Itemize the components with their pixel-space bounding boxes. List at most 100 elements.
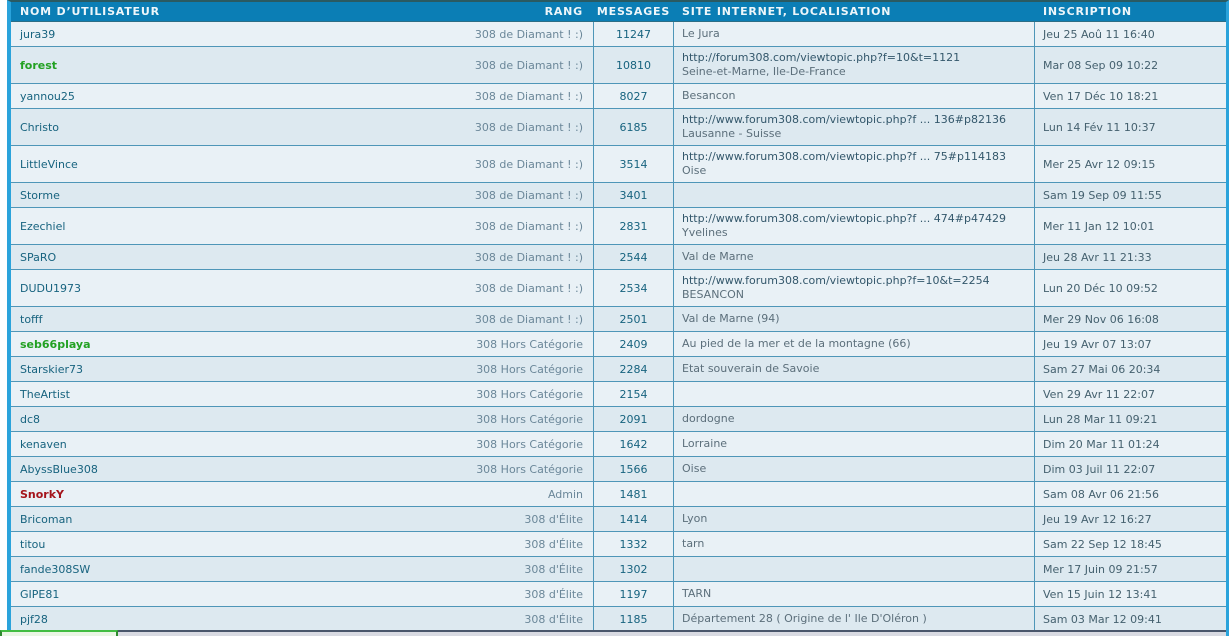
website-link[interactable]: http://forum308.com/viewtopic.php?f=10&t… — [682, 51, 961, 64]
username-link[interactable]: tofff — [20, 312, 43, 326]
username-link[interactable]: forest — [20, 58, 58, 72]
username-link[interactable]: SnorkY — [20, 487, 65, 501]
username-link[interactable]: LittleVince — [20, 157, 78, 171]
cell-inscription: Sam 03 Mar 12 09:41 — [1035, 607, 1226, 631]
cell-messages: 1414 — [593, 507, 674, 531]
header-messages-label[interactable]: MESSAGES — [596, 5, 671, 18]
location-label: Le Jura — [682, 27, 720, 40]
message-count-link[interactable]: 2831 — [619, 219, 648, 233]
message-count-link[interactable]: 2501 — [619, 312, 648, 326]
website-link[interactable]: http://www.forum308.com/viewtopic.php?f=… — [682, 274, 990, 287]
cell-messages: 1481 — [593, 482, 674, 506]
member-row: yannou25 308 de Diamant ! :) 8027 Besanc… — [11, 84, 1226, 109]
message-count-link[interactable]: 11247 — [616, 27, 651, 41]
username-link[interactable]: Starskier73 — [20, 362, 84, 376]
username-link[interactable]: DUDU1973 — [20, 281, 82, 295]
message-count-link[interactable]: 2534 — [619, 281, 648, 295]
website-link[interactable]: http://www.forum308.com/viewtopic.php?f … — [682, 113, 1006, 126]
message-count-link[interactable]: 8027 — [619, 89, 648, 103]
location-label: Oise — [682, 164, 707, 177]
website-link[interactable]: http://www.forum308.com/viewtopic.php?f … — [682, 212, 1006, 225]
message-count-link[interactable]: 3514 — [619, 157, 648, 171]
cell-site-location — [674, 183, 1035, 207]
location-label: Seine-et-Marne, Ile-De-France — [682, 65, 846, 78]
message-count-link[interactable]: 2091 — [619, 412, 648, 426]
message-count-link[interactable]: 6185 — [619, 120, 648, 134]
website-link[interactable]: http://www.forum308.com/viewtopic.php?f … — [682, 150, 1006, 163]
registration-date: Dim 20 Mar 11 01:24 — [1043, 437, 1160, 451]
registration-date: Mer 17 Juin 09 21:57 — [1043, 562, 1158, 576]
message-count-link[interactable]: 2544 — [619, 250, 648, 264]
username-link[interactable]: yannou25 — [20, 89, 75, 103]
cell-site-location: Lorraine — [674, 432, 1035, 456]
cell-username-rank: forest 308 de Diamant ! :) — [11, 47, 593, 83]
message-count-link[interactable]: 1642 — [619, 437, 648, 451]
message-count-link[interactable]: 3401 — [619, 188, 648, 202]
registration-date: Mer 25 Avr 12 09:15 — [1043, 157, 1156, 171]
username-link[interactable]: seb66playa — [20, 337, 91, 351]
username-link[interactable]: dc8 — [20, 412, 41, 426]
rank-label: 308 de Diamant ! :) — [474, 27, 583, 41]
username-link[interactable]: Ezechiel — [20, 219, 66, 233]
cell-inscription: Mer 17 Juin 09 21:57 — [1035, 557, 1226, 581]
message-count-link[interactable]: 1566 — [619, 462, 648, 476]
cell-inscription: Jeu 19 Avr 07 13:07 — [1035, 332, 1226, 356]
message-count-link[interactable]: 1302 — [619, 562, 648, 576]
cell-messages: 1302 — [593, 557, 674, 581]
message-count-link[interactable]: 1185 — [619, 612, 648, 626]
header-username-label[interactable]: NOM D’UTILISATEUR — [20, 5, 160, 18]
username-link[interactable]: kenaven — [20, 437, 67, 451]
cell-messages: 6185 — [593, 109, 674, 145]
message-count-link[interactable]: 1197 — [619, 587, 648, 601]
username-link[interactable]: AbyssBlue308 — [20, 462, 98, 476]
cell-messages: 3514 — [593, 146, 674, 182]
registration-date: Sam 08 Avr 06 21:56 — [1043, 487, 1160, 501]
cell-site-location — [674, 482, 1035, 506]
message-count-link[interactable]: 1332 — [619, 537, 648, 551]
rank-label: 308 de Diamant ! :) — [474, 219, 583, 233]
header-site-label[interactable]: SITE INTERNET, LOCALISATION — [682, 5, 892, 18]
header-rank-label[interactable]: RANG — [544, 5, 583, 18]
cell-site-location: http://www.forum308.com/viewtopic.php?f … — [674, 109, 1035, 145]
header-inscription-label[interactable]: INSCRIPTION — [1043, 5, 1132, 18]
username-link[interactable]: fande308SW — [20, 562, 91, 576]
cell-username-rank: pjf28 308 d'Élite — [11, 607, 593, 631]
username-link[interactable]: jura39 — [20, 27, 56, 41]
username-link[interactable]: GIPE81 — [20, 587, 60, 601]
cell-inscription: Mer 11 Jan 12 10:01 — [1035, 208, 1226, 244]
rank-label: 308 de Diamant ! :) — [474, 58, 583, 72]
cell-inscription: Ven 17 Déc 10 18:21 — [1035, 84, 1226, 108]
member-row: dc8 308 Hors Catégorie 2091 dordogne Lun… — [11, 407, 1226, 432]
message-count-link[interactable]: 2284 — [619, 362, 648, 376]
rank-label: 308 d'Élite — [524, 537, 583, 551]
member-row: AbyssBlue308 308 Hors Catégorie 1566 Ois… — [11, 457, 1226, 482]
message-count-link[interactable]: 1481 — [619, 487, 648, 501]
cell-site-location — [674, 382, 1035, 406]
username-link[interactable]: SPaRO — [20, 250, 57, 264]
cell-username-rank: SnorkY Admin — [11, 482, 593, 506]
username-link[interactable]: pjf28 — [20, 612, 48, 626]
username-link[interactable]: TheArtist — [20, 387, 70, 401]
username-link[interactable]: titou — [20, 537, 46, 551]
username-link[interactable]: Christo — [20, 120, 60, 134]
cell-messages: 2831 — [593, 208, 674, 244]
cell-username-rank: AbyssBlue308 308 Hors Catégorie — [11, 457, 593, 481]
member-row: Storme 308 de Diamant ! :) 3401 Sam 19 S… — [11, 183, 1226, 208]
rank-label: 308 Hors Catégorie — [476, 412, 583, 426]
username-link[interactable]: Bricoman — [20, 512, 73, 526]
cell-site-location: Besancon — [674, 84, 1035, 108]
cell-site-location: Le Jura — [674, 22, 1035, 46]
message-count-link[interactable]: 2409 — [619, 337, 648, 351]
username-link[interactable]: Storme — [20, 188, 60, 202]
message-count-link[interactable]: 2154 — [619, 387, 648, 401]
rank-label: Admin — [547, 487, 583, 501]
header-cell-site: SITE INTERNET, LOCALISATION — [674, 2, 1035, 21]
cell-username-rank: DUDU1973 308 de Diamant ! :) — [11, 270, 593, 306]
bottom-strip — [0, 630, 1226, 636]
registration-date: Jeu 25 Aoû 11 16:40 — [1043, 27, 1155, 41]
cell-username-rank: SPaRO 308 de Diamant ! :) — [11, 245, 593, 269]
rank-label: 308 d'Élite — [524, 562, 583, 576]
message-count-link[interactable]: 10810 — [616, 58, 651, 72]
member-row: Bricoman 308 d'Élite 1414 Lyon Jeu 19 Av… — [11, 507, 1226, 532]
message-count-link[interactable]: 1414 — [619, 512, 648, 526]
